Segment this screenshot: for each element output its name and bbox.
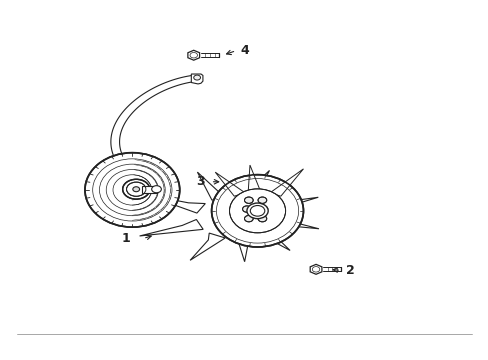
Circle shape (242, 206, 251, 212)
Polygon shape (145, 194, 205, 213)
Circle shape (258, 197, 266, 203)
Circle shape (259, 206, 267, 212)
Ellipse shape (85, 153, 180, 227)
Polygon shape (309, 264, 321, 274)
Polygon shape (139, 220, 203, 236)
Ellipse shape (211, 175, 303, 247)
Text: 4: 4 (240, 44, 248, 57)
Circle shape (193, 75, 200, 80)
Polygon shape (232, 238, 249, 262)
Ellipse shape (229, 189, 285, 233)
Polygon shape (190, 233, 225, 260)
Circle shape (258, 215, 266, 222)
Polygon shape (197, 172, 228, 200)
Polygon shape (242, 170, 269, 199)
Text: 3: 3 (196, 175, 205, 188)
Text: 2: 2 (346, 264, 354, 277)
Circle shape (246, 203, 267, 219)
Polygon shape (215, 172, 244, 196)
Polygon shape (191, 74, 203, 84)
Ellipse shape (151, 186, 161, 193)
Polygon shape (142, 186, 156, 193)
Text: 1: 1 (122, 232, 130, 245)
Polygon shape (273, 219, 318, 229)
Ellipse shape (122, 179, 149, 199)
Polygon shape (269, 197, 318, 213)
Polygon shape (256, 230, 289, 251)
Polygon shape (248, 165, 260, 192)
Ellipse shape (126, 182, 145, 196)
Circle shape (244, 215, 253, 222)
Polygon shape (187, 50, 199, 60)
Polygon shape (269, 169, 303, 196)
Circle shape (244, 197, 253, 203)
Circle shape (133, 187, 139, 192)
